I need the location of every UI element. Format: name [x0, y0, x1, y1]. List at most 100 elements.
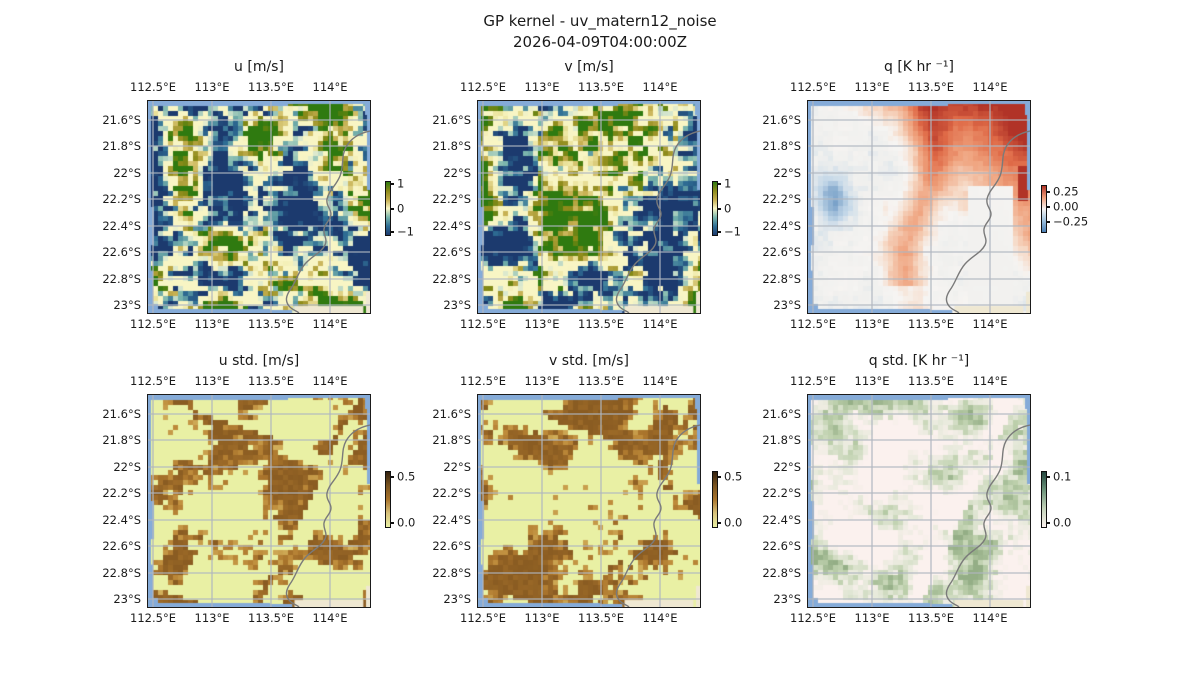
y-tick-v_std-1: 21.8°S — [432, 433, 471, 447]
x-tick-top-q-1: 113°E — [854, 80, 890, 94]
map-overlay-u — [148, 101, 370, 313]
y-tick-u-0: 21.6°S — [102, 113, 141, 127]
y-tick-v_std-3: 22.2°S — [432, 486, 471, 500]
x-tick-top-v-1: 113°E — [524, 80, 560, 94]
heatmap-canvas-u — [148, 101, 370, 313]
x-tick-bottom-q_std-2: 113.5°E — [908, 611, 954, 625]
x-tick-bottom-v-1: 113°E — [524, 317, 560, 331]
x-tick-top-q_std-1: 113°E — [854, 374, 890, 388]
colorbar-tick-v_std-0 — [717, 476, 721, 479]
x-tick-top-u_std-3: 114°E — [312, 374, 348, 388]
y-tick-u-3: 22.2°S — [102, 192, 141, 206]
x-tick-top-q_std-0: 112.5°E — [790, 374, 836, 388]
colorbar-tick-label-v_std-0: 0.5 — [724, 469, 743, 484]
x-tick-top-q-2: 113.5°E — [908, 80, 954, 94]
y-tick-q-5: 22.6°S — [762, 245, 801, 259]
y-tick-v_std-5: 22.6°S — [432, 539, 471, 553]
coastline — [945, 130, 1030, 313]
colorbar-tick-u-1 — [390, 207, 394, 210]
y-tick-u-7: 23°S — [113, 298, 141, 312]
colorbar-tick-label-u-0: 1 — [397, 176, 405, 191]
figure-timestamp: 2026-04-09T04:00:00Z — [513, 33, 687, 51]
x-tick-top-q-0: 112.5°E — [790, 80, 836, 94]
colorbar-tick-label-u-2: −1 — [397, 224, 414, 239]
figure-title: GP kernel - uv_matern12_noise — [483, 12, 717, 30]
x-tick-top-v_std-2: 113.5°E — [578, 374, 624, 388]
heatmap-canvas-u_std — [148, 395, 370, 607]
y-tick-u_std-0: 21.6°S — [102, 407, 141, 421]
y-tick-q_std-3: 22.2°S — [762, 486, 801, 500]
x-tick-bottom-q_std-3: 114°E — [972, 611, 1008, 625]
heatmap-panel-u — [147, 100, 371, 314]
map-overlay-v — [478, 101, 700, 313]
colorbar-tick-label-q-2: −0.25 — [1053, 214, 1089, 229]
coastline — [615, 424, 700, 607]
y-tick-q_std-4: 22.4°S — [762, 513, 801, 527]
colorbar-tick-label-q_std-1: 0.0 — [1053, 515, 1072, 530]
colorbar-q — [1041, 185, 1047, 233]
colorbar-tick-label-v-1: 0 — [724, 201, 732, 216]
x-tick-top-u-2: 113.5°E — [248, 80, 294, 94]
panel-title-u: u [m/s] — [234, 59, 284, 75]
x-tick-top-v_std-3: 114°E — [642, 374, 678, 388]
y-tick-v-4: 22.4°S — [432, 219, 471, 233]
colorbar-tick-label-v_std-1: 0.0 — [724, 515, 743, 530]
y-tick-u-6: 22.8°S — [102, 272, 141, 286]
y-tick-u_std-2: 22°S — [113, 460, 141, 474]
x-tick-bottom-v_std-3: 114°E — [642, 611, 678, 625]
panel-title-v: v [m/s] — [564, 59, 614, 75]
y-tick-v-0: 21.6°S — [432, 113, 471, 127]
colorbar-q_std — [1041, 471, 1047, 528]
panel-title-q_std: q std. [K hr ⁻¹] — [868, 353, 970, 369]
colorbar-tick-v-2 — [717, 231, 721, 234]
colorbar-tick-label-v-0: 1 — [724, 176, 732, 191]
colorbar-tick-v-0 — [717, 182, 721, 185]
y-tick-q-3: 22.2°S — [762, 192, 801, 206]
y-tick-u_std-6: 22.8°S — [102, 566, 141, 580]
heatmap-panel-q_std — [807, 394, 1031, 608]
colorbar-tick-q_std-1 — [1046, 522, 1050, 525]
y-tick-q_std-2: 22°S — [773, 460, 801, 474]
y-tick-q-6: 22.8°S — [762, 272, 801, 286]
y-tick-u-4: 22.4°S — [102, 219, 141, 233]
y-tick-v-7: 23°S — [443, 298, 471, 312]
x-tick-bottom-u_std-1: 113°E — [194, 611, 230, 625]
y-tick-q-1: 21.8°S — [762, 139, 801, 153]
y-tick-v-2: 22°S — [443, 166, 471, 180]
colorbar-tick-q-0 — [1046, 190, 1050, 193]
y-tick-q_std-6: 22.8°S — [762, 566, 801, 580]
x-tick-bottom-q_std-1: 113°E — [854, 611, 890, 625]
x-tick-bottom-q-0: 112.5°E — [790, 317, 836, 331]
y-tick-q-0: 21.6°S — [762, 113, 801, 127]
x-tick-top-u_std-2: 113.5°E — [248, 374, 294, 388]
map-overlay-u_std — [148, 395, 370, 607]
x-tick-bottom-u_std-3: 114°E — [312, 611, 348, 625]
y-tick-u_std-7: 23°S — [113, 592, 141, 606]
coastline — [615, 130, 700, 313]
coastline — [285, 130, 370, 313]
colorbar-tick-label-u_std-1: 0.0 — [397, 515, 416, 530]
y-tick-v-1: 21.8°S — [432, 139, 471, 153]
panel-title-q: q [K hr ⁻¹] — [884, 59, 954, 75]
y-tick-q_std-7: 23°S — [773, 592, 801, 606]
y-tick-u-2: 22°S — [113, 166, 141, 180]
map-overlay-v_std — [478, 395, 700, 607]
colorbar-tick-q-1 — [1046, 206, 1050, 209]
x-tick-bottom-u-0: 112.5°E — [130, 317, 176, 331]
colorbar-tick-label-u_std-0: 0.5 — [397, 469, 416, 484]
colorbar-tick-u_std-0 — [390, 476, 394, 479]
y-tick-q_std-0: 21.6°S — [762, 407, 801, 421]
colorbar-tick-q-2 — [1046, 221, 1050, 224]
y-tick-q-2: 22°S — [773, 166, 801, 180]
coastline — [945, 424, 1030, 607]
y-tick-q_std-1: 21.8°S — [762, 433, 801, 447]
y-tick-u-5: 22.6°S — [102, 245, 141, 259]
y-tick-v_std-2: 22°S — [443, 460, 471, 474]
x-tick-top-v-3: 114°E — [642, 80, 678, 94]
colorbar-tick-u-2 — [390, 231, 394, 234]
y-tick-u_std-1: 21.8°S — [102, 433, 141, 447]
x-tick-top-v-2: 113.5°E — [578, 80, 624, 94]
x-tick-bottom-v-0: 112.5°E — [460, 317, 506, 331]
x-tick-top-v_std-1: 113°E — [524, 374, 560, 388]
